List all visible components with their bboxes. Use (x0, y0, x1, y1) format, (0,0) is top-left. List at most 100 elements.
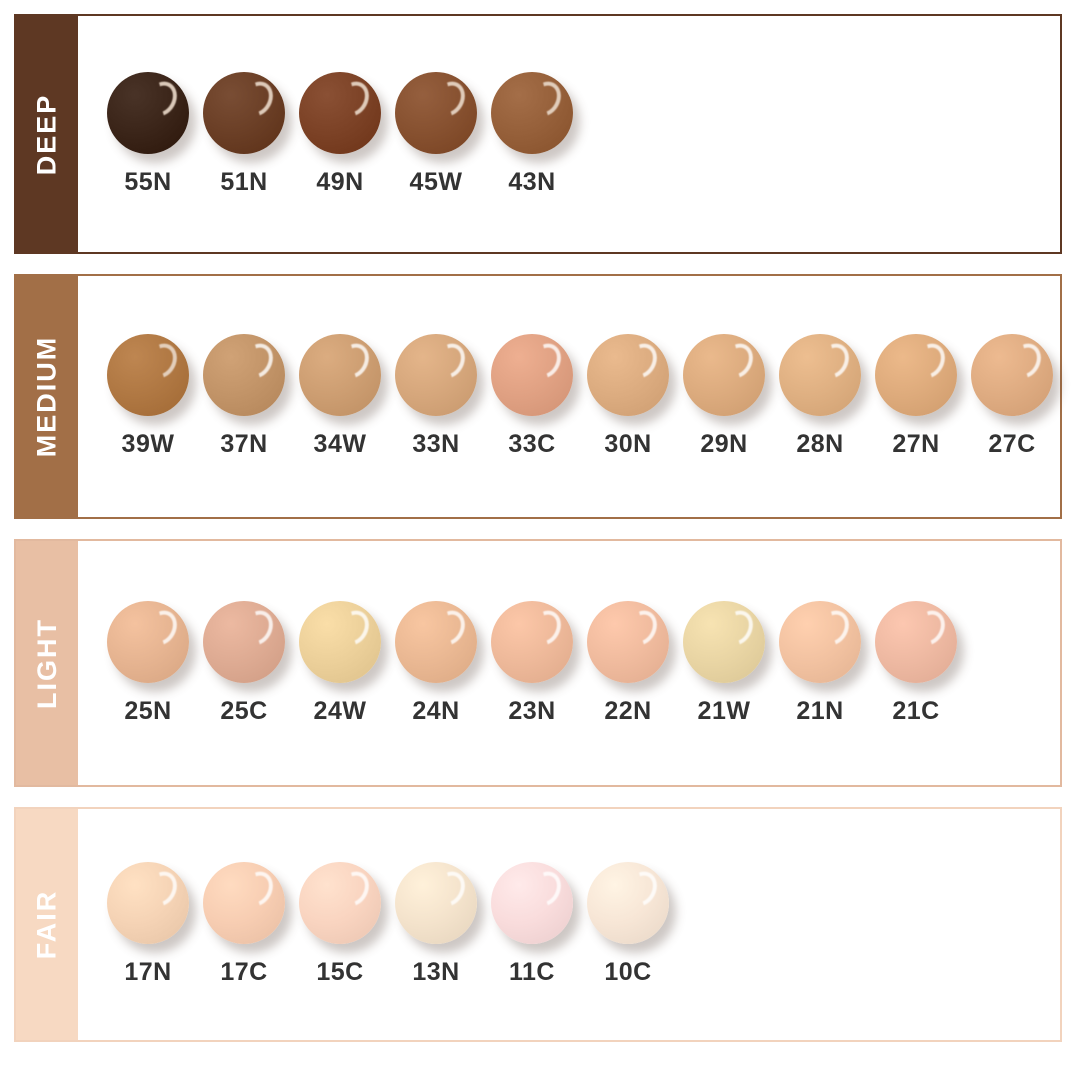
swatch-color-dot[interactable] (299, 71, 381, 154)
shade-swatch-30N[interactable]: 30N (580, 334, 676, 459)
swatch-color-dot[interactable] (299, 334, 381, 416)
shade-swatch-23N[interactable]: 23N (484, 600, 580, 726)
swatch-color-dot[interactable] (491, 334, 573, 416)
swatch-color-dot[interactable] (587, 862, 669, 944)
swatch-area-light: 25N 25C 24W 24N 23N 22N 21W 21N 21C (78, 541, 1060, 785)
swatch-color-dot[interactable] (299, 600, 381, 683)
shade-swatch-15C[interactable]: 15C (292, 862, 388, 987)
section-label-medium: MEDIUM (31, 335, 62, 458)
swatch-color-dot[interactable] (203, 600, 285, 683)
shade-swatch-27N[interactable]: 27N (868, 334, 964, 459)
section-tab-medium[interactable]: MEDIUM (16, 276, 78, 517)
shade-swatch-49N[interactable]: 49N (292, 71, 388, 197)
swatch-label: 28N (796, 430, 844, 458)
shade-swatch-29N[interactable]: 29N (676, 334, 772, 459)
swatch-row: 17N 17C 15C 13N 11C 10C (100, 862, 676, 987)
shade-swatch-22N[interactable]: 22N (580, 600, 676, 726)
swatch-color-dot[interactable] (875, 334, 957, 416)
swatch-color-dot[interactable] (203, 862, 285, 944)
swatch-dot-wrap (395, 600, 477, 683)
shade-swatch-24N[interactable]: 24N (388, 600, 484, 726)
swatch-dot-wrap (683, 600, 765, 683)
swatch-dot-wrap (203, 862, 285, 944)
shade-swatch-24W[interactable]: 24W (292, 600, 388, 726)
swatch-dot-wrap (299, 71, 381, 154)
swatch-dot-wrap (491, 862, 573, 944)
swatch-color-dot[interactable] (299, 862, 381, 944)
shade-swatch-55N[interactable]: 55N (100, 71, 196, 197)
shade-swatch-17N[interactable]: 17N (100, 862, 196, 987)
swatch-dot-wrap (875, 600, 957, 683)
shade-swatch-25N[interactable]: 25N (100, 600, 196, 726)
swatch-row: 25N 25C 24W 24N 23N 22N 21W 21N 21C (100, 600, 964, 726)
shade-swatch-43N[interactable]: 43N (484, 71, 580, 197)
swatch-color-dot[interactable] (107, 600, 189, 683)
swatch-dot-wrap (107, 71, 189, 154)
section-label-light: LIGHT (31, 617, 62, 709)
swatch-color-dot[interactable] (683, 600, 765, 683)
shade-swatch-21N[interactable]: 21N (772, 600, 868, 726)
shade-swatch-51N[interactable]: 51N (196, 71, 292, 197)
swatch-dot-wrap (587, 862, 669, 944)
section-label-fair: FAIR (31, 889, 62, 960)
swatch-dot-wrap (875, 334, 957, 416)
swatch-color-dot[interactable] (395, 600, 477, 683)
shade-swatch-21C[interactable]: 21C (868, 600, 964, 726)
swatch-dot-wrap (203, 600, 285, 683)
shade-swatch-33N[interactable]: 33N (388, 334, 484, 459)
swatch-color-dot[interactable] (107, 862, 189, 944)
swatch-label: 30N (604, 430, 652, 458)
swatch-dot-wrap (299, 600, 381, 683)
shade-swatch-17C[interactable]: 17C (196, 862, 292, 987)
swatch-color-dot[interactable] (971, 334, 1053, 416)
shade-swatch-25C[interactable]: 25C (196, 600, 292, 726)
shade-swatch-27C[interactable]: 27C (964, 334, 1060, 459)
shade-swatch-33C[interactable]: 33C (484, 334, 580, 459)
swatch-label: 21W (697, 696, 751, 725)
swatch-dot-wrap (299, 862, 381, 944)
shade-swatch-37N[interactable]: 37N (196, 334, 292, 459)
swatch-color-dot[interactable] (107, 71, 189, 154)
section-tab-light[interactable]: LIGHT (16, 541, 78, 785)
swatch-label: 51N (220, 167, 268, 196)
swatch-dot-wrap (203, 71, 285, 154)
section-tab-fair[interactable]: FAIR (16, 809, 78, 1040)
swatch-color-dot[interactable] (779, 334, 861, 416)
swatch-label: 49N (316, 167, 364, 196)
shade-swatch-11C[interactable]: 11C (484, 862, 580, 987)
shade-swatch-34W[interactable]: 34W (292, 334, 388, 459)
swatch-color-dot[interactable] (203, 334, 285, 416)
section-label-deep: DEEP (31, 93, 62, 175)
swatch-label: 11C (509, 958, 555, 986)
swatch-dot-wrap (107, 862, 189, 944)
swatch-area-medium: 39W 37N 34W 33N 33C 30N 29N 28N 27N 27C (78, 276, 1060, 517)
swatch-color-dot[interactable] (779, 600, 861, 683)
swatch-color-dot[interactable] (491, 71, 573, 154)
shade-swatch-45W[interactable]: 45W (388, 71, 484, 197)
swatch-label: 24N (412, 696, 460, 725)
swatch-color-dot[interactable] (587, 334, 669, 416)
swatch-color-dot[interactable] (875, 600, 957, 683)
section-tab-deep[interactable]: DEEP (16, 16, 78, 252)
swatch-color-dot[interactable] (683, 334, 765, 416)
shade-swatch-39W[interactable]: 39W (100, 334, 196, 459)
swatch-color-dot[interactable] (107, 334, 189, 416)
swatch-label: 27C (988, 430, 1036, 458)
swatch-label: 37N (220, 430, 268, 458)
shade-swatch-10C[interactable]: 10C (580, 862, 676, 987)
swatch-color-dot[interactable] (395, 334, 477, 416)
swatch-row: 55N 51N 49N 45W 43N (100, 71, 580, 197)
swatch-color-dot[interactable] (203, 71, 285, 154)
swatch-dot-wrap (491, 334, 573, 416)
swatch-color-dot[interactable] (395, 71, 477, 154)
swatch-label: 25C (220, 696, 268, 725)
swatch-color-dot[interactable] (587, 600, 669, 683)
shade-swatch-21W[interactable]: 21W (676, 600, 772, 726)
shade-swatch-28N[interactable]: 28N (772, 334, 868, 459)
swatch-color-dot[interactable] (491, 862, 573, 944)
swatch-dot-wrap (299, 334, 381, 416)
shade-swatch-13N[interactable]: 13N (388, 862, 484, 987)
swatch-color-dot[interactable] (395, 862, 477, 944)
swatch-color-dot[interactable] (491, 600, 573, 683)
